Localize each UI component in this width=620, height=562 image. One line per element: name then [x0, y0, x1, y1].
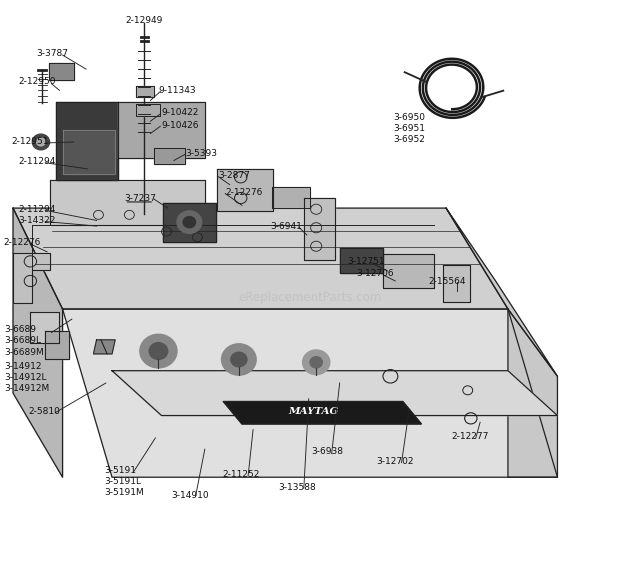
- Polygon shape: [118, 102, 205, 158]
- Polygon shape: [136, 86, 154, 97]
- Circle shape: [177, 211, 202, 233]
- Polygon shape: [49, 64, 74, 80]
- Polygon shape: [30, 312, 60, 343]
- Polygon shape: [13, 208, 508, 309]
- Text: 2-15564: 2-15564: [429, 277, 466, 285]
- Text: 3-12706: 3-12706: [356, 269, 394, 278]
- Text: 2-12949: 2-12949: [125, 16, 163, 25]
- Circle shape: [231, 352, 247, 367]
- Text: 3-3787: 3-3787: [37, 49, 69, 58]
- Circle shape: [303, 350, 330, 375]
- Text: 3-14912: 3-14912: [4, 362, 42, 371]
- Text: 2-11252: 2-11252: [222, 470, 260, 479]
- Text: 3-2877: 3-2877: [218, 171, 250, 180]
- Polygon shape: [45, 332, 69, 360]
- Polygon shape: [50, 180, 205, 225]
- Text: 3-6941: 3-6941: [270, 221, 302, 230]
- Polygon shape: [112, 371, 557, 415]
- Text: 3-7237: 3-7237: [125, 193, 156, 202]
- Polygon shape: [163, 202, 216, 242]
- Polygon shape: [136, 105, 161, 116]
- Text: 3-6689L: 3-6689L: [4, 337, 41, 346]
- Text: 3-5191L: 3-5191L: [105, 477, 141, 486]
- Polygon shape: [13, 253, 50, 303]
- Text: 3-5191: 3-5191: [105, 466, 136, 475]
- Text: 3-14322: 3-14322: [18, 216, 55, 225]
- Polygon shape: [340, 248, 383, 273]
- Text: 2-5810: 2-5810: [29, 406, 60, 415]
- Text: 3-6951: 3-6951: [394, 124, 425, 133]
- Text: 3-6950: 3-6950: [394, 113, 425, 122]
- Text: 3-5191M: 3-5191M: [105, 488, 144, 497]
- Circle shape: [221, 344, 256, 375]
- Polygon shape: [272, 187, 310, 208]
- Text: 3-6689M: 3-6689M: [4, 348, 43, 357]
- Text: 2-12277: 2-12277: [451, 432, 489, 441]
- Text: 3-6952: 3-6952: [394, 135, 425, 144]
- Polygon shape: [94, 340, 115, 354]
- Text: 2-11294: 2-11294: [18, 157, 55, 166]
- Circle shape: [149, 343, 168, 360]
- Text: 3-5393: 3-5393: [185, 149, 217, 158]
- Text: 3-12751: 3-12751: [347, 257, 385, 266]
- Circle shape: [140, 334, 177, 368]
- Polygon shape: [56, 102, 118, 180]
- Text: 3-14912M: 3-14912M: [4, 384, 49, 393]
- Polygon shape: [154, 148, 185, 165]
- Text: 2-11294: 2-11294: [18, 205, 55, 214]
- Circle shape: [310, 357, 322, 368]
- Text: 9-10422: 9-10422: [162, 108, 199, 117]
- Polygon shape: [223, 401, 422, 424]
- Text: 3-12702: 3-12702: [376, 457, 414, 466]
- Text: MAYTAG: MAYTAG: [288, 407, 339, 416]
- Polygon shape: [63, 130, 115, 174]
- Polygon shape: [383, 254, 434, 288]
- Polygon shape: [443, 265, 469, 302]
- Polygon shape: [508, 309, 557, 477]
- Polygon shape: [446, 208, 557, 377]
- Text: 3-14912L: 3-14912L: [4, 373, 46, 382]
- Text: 3-14910: 3-14910: [171, 491, 208, 500]
- Text: 3-6689: 3-6689: [4, 325, 36, 334]
- Text: 3-13588: 3-13588: [278, 483, 316, 492]
- Circle shape: [37, 138, 45, 146]
- Text: 2-12951: 2-12951: [12, 138, 50, 147]
- Text: 2-12276: 2-12276: [225, 188, 263, 197]
- Polygon shape: [13, 208, 63, 477]
- Text: 9-11343: 9-11343: [159, 86, 196, 95]
- Text: 3-6938: 3-6938: [311, 447, 343, 456]
- Polygon shape: [217, 169, 273, 211]
- Text: eReplacementParts.com: eReplacementParts.com: [238, 291, 382, 304]
- Polygon shape: [304, 198, 335, 260]
- Circle shape: [183, 216, 195, 228]
- Text: 2-12276: 2-12276: [4, 238, 41, 247]
- Text: 9-10426: 9-10426: [162, 121, 199, 130]
- Circle shape: [32, 134, 50, 150]
- Polygon shape: [63, 309, 557, 477]
- Text: 2-12950: 2-12950: [18, 78, 56, 87]
